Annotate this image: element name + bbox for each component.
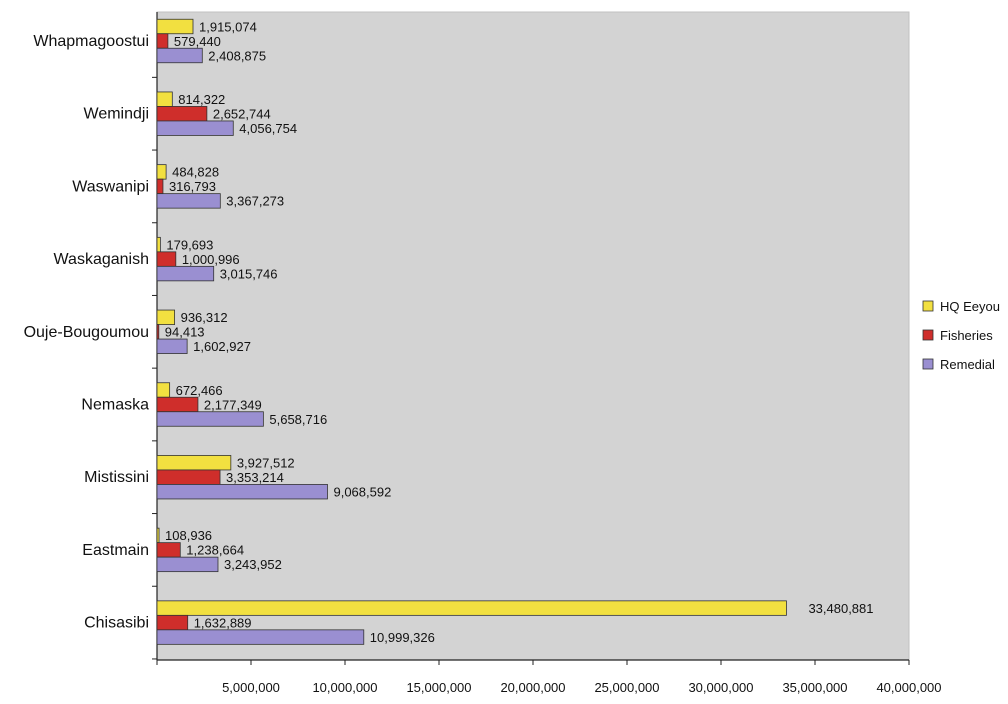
bar	[156, 193, 221, 209]
bar	[156, 33, 169, 49]
category-label: Ouje-Bougoumou	[24, 324, 149, 341]
legend-swatch	[922, 358, 934, 370]
data-label: 484,828	[172, 165, 219, 180]
bar	[156, 18, 194, 35]
data-label: 1,000,996	[182, 252, 240, 267]
x-tick-label: 20,000,000	[500, 680, 565, 695]
data-label: 108,936	[165, 528, 212, 543]
bar	[156, 236, 161, 253]
category-label: Chisasibi	[84, 615, 149, 632]
bar	[156, 382, 171, 398]
x-tick-label: 35,000,000	[782, 680, 847, 695]
legend-label: Remedial	[940, 357, 995, 372]
legend-swatch	[922, 300, 934, 312]
data-label: 2,652,744	[213, 106, 271, 121]
x-tick-label: 25,000,000	[594, 680, 659, 695]
plot-area	[156, 11, 910, 661]
category-label: Mistissini	[84, 469, 149, 486]
data-label: 1,632,889	[194, 615, 252, 630]
category-label: Nemaska	[81, 397, 149, 414]
category-label: Wemindji	[84, 106, 150, 123]
data-label: 3,015,746	[220, 266, 278, 281]
bar	[156, 251, 177, 267]
data-label: 179,693	[166, 237, 213, 252]
data-label: 9,068,592	[333, 484, 391, 499]
data-label: 3,367,273	[226, 194, 284, 209]
bar	[156, 629, 365, 645]
data-label: 1,238,664	[186, 543, 244, 558]
bar	[156, 469, 221, 485]
data-label: 2,408,875	[208, 48, 266, 63]
bar	[156, 120, 234, 136]
data-label: 3,353,214	[226, 470, 284, 485]
bar	[156, 455, 232, 471]
bar	[156, 600, 787, 616]
data-label: 316,793	[169, 179, 216, 194]
x-tick-label: 5,000,000	[222, 680, 280, 695]
data-label: 4,056,754	[239, 121, 297, 136]
bar	[156, 309, 176, 325]
bar	[156, 106, 208, 122]
x-tick-label: 15,000,000	[406, 680, 471, 695]
legend-label: HQ Eeyou	[940, 299, 1000, 314]
bar	[156, 324, 160, 340]
bar	[156, 178, 164, 195]
data-label: 33,480,881	[808, 601, 873, 616]
bar	[156, 265, 215, 282]
bar	[156, 396, 199, 413]
bar	[156, 411, 264, 427]
data-label: 94,413	[165, 325, 205, 340]
bar	[156, 556, 219, 573]
data-label: 10,999,326	[370, 630, 435, 645]
data-label: 2,177,349	[204, 397, 262, 412]
data-label: 3,927,512	[237, 455, 295, 470]
bar	[156, 527, 160, 544]
x-tick-label: 30,000,000	[688, 680, 753, 695]
bar	[156, 614, 189, 631]
bar	[156, 164, 167, 180]
legend-swatch	[922, 329, 934, 341]
bar	[156, 484, 328, 500]
legend-label: Fisheries	[940, 328, 993, 343]
x-tick-label: 10,000,000	[312, 680, 377, 695]
bar	[156, 542, 181, 558]
bar	[156, 47, 203, 64]
category-label: Eastmain	[82, 542, 149, 559]
category-label: Waswanipi	[72, 178, 149, 195]
data-label: 814,322	[178, 92, 225, 107]
data-label: 3,243,952	[224, 557, 282, 572]
data-label: 1,915,074	[199, 19, 257, 34]
data-label: 1,602,927	[193, 339, 251, 354]
x-tick-label: 40,000,000	[876, 680, 941, 695]
data-label: 5,658,716	[269, 412, 327, 427]
category-label: Waskaganish	[54, 251, 149, 268]
data-label: 672,466	[176, 383, 223, 398]
bar	[156, 338, 188, 354]
data-label: 936,312	[181, 310, 228, 325]
bar	[156, 91, 173, 107]
data-label: 579,440	[174, 34, 221, 49]
category-label: Whapmagoostui	[33, 33, 149, 50]
